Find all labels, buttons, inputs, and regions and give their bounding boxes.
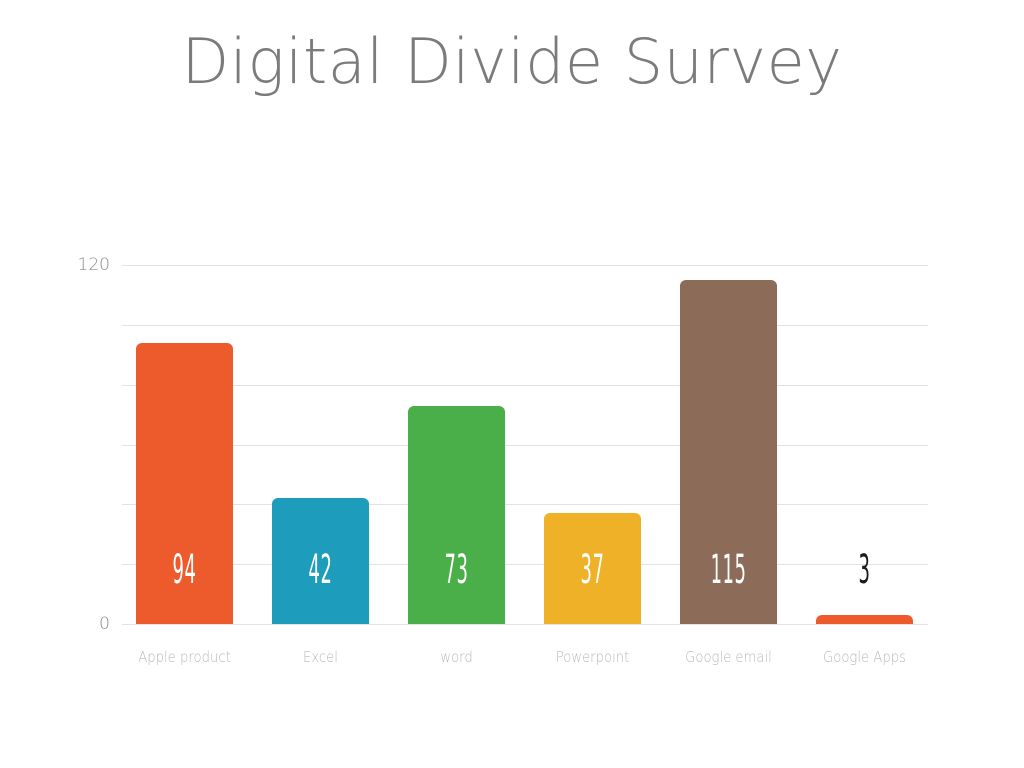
x-axis-category-label: Powerpoint xyxy=(555,648,630,666)
gridline-100 xyxy=(122,324,928,326)
bar-chart-plot-area: 120 0 94 Apple product 42 Excel 73 word 37 Powerp… xyxy=(78,255,928,666)
x-axis-category-label: word xyxy=(440,648,473,666)
bar[interactable] xyxy=(544,513,641,624)
bar[interactable] xyxy=(816,615,913,624)
gridline-40 xyxy=(122,504,928,506)
page-title: Digital Divide Survey xyxy=(181,25,843,98)
bar[interactable] xyxy=(136,342,233,624)
y-axis-tick-label-120: 120 xyxy=(77,255,110,275)
gridline-120 xyxy=(122,265,928,266)
gridline-80 xyxy=(122,384,928,386)
x-axis-category-label: Apple product xyxy=(138,648,231,666)
y-axis-tick-label-0: 0 xyxy=(99,614,110,634)
bar[interactable] xyxy=(272,498,369,624)
bar[interactable] xyxy=(408,405,505,624)
x-axis-category-label: Google email xyxy=(685,648,772,666)
x-axis-category-label: Excel xyxy=(303,648,338,666)
x-axis-category-label: Google Apps xyxy=(823,648,906,666)
gridline-0 xyxy=(122,624,928,625)
gridline-60 xyxy=(122,444,928,446)
gridline-20 xyxy=(122,564,928,566)
bar-value-label: 3 xyxy=(858,547,871,593)
bar[interactable] xyxy=(680,279,777,624)
